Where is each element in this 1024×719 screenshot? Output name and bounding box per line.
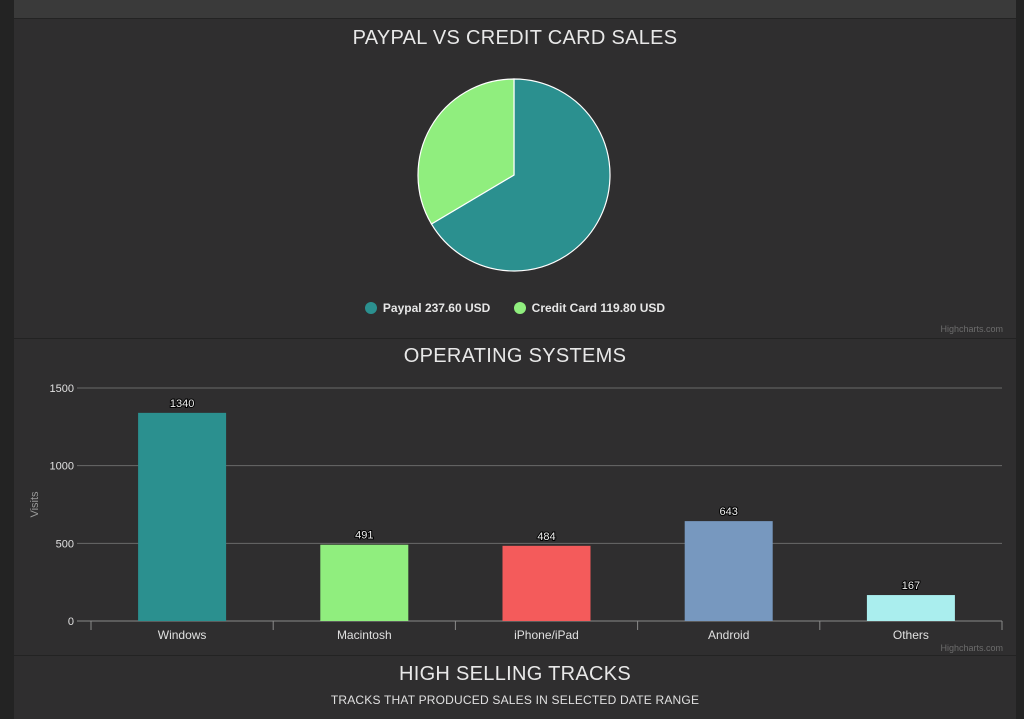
legend-dot-paypal [364,302,377,314]
bar-chart-title: OPERATING SYSTEMS [403,345,627,367]
y-axis-title: Visits [29,491,41,518]
x-tick-label-others: Others [893,628,929,642]
legend-item-paypal[interactable]: Paypal 237.60 USD [364,301,491,315]
y-tick-label: 1500 [50,383,74,395]
data-label-iphone-ipad: 484 [537,531,555,543]
pie-slice-credit-card[interactable] [417,78,515,225]
bar-others[interactable] [866,595,955,621]
bar-credits[interactable]: Highcharts.com [940,643,1003,653]
pie-slice-paypal[interactable] [430,78,611,272]
y-tick-label: 500 [56,538,74,550]
pie-credits[interactable]: Highcharts.com [940,324,1003,334]
data-label-others: 167 [902,580,920,592]
tracks-title: HIGH SELLING TRACKS [398,663,632,685]
tracks-panel: HIGH SELLING TRACKS TRACKS THAT PRODUCED… [14,656,1016,719]
x-tick-label-windows: Windows [158,628,207,642]
bar-iphone-ipad[interactable] [502,545,591,621]
pie-chart-panel: PAYPAL VS CREDIT CARD SALES Paypal 237.6… [14,19,1016,338]
x-tick-label-android: Android [708,628,749,642]
x-tick-label-macintosh: Macintosh [337,628,392,642]
data-label-android: 643 [720,506,738,518]
bar-chart-svg: 0 500 1000 1500 Visits 1340 Windows 491 Macintos… [29,383,1003,642]
pie-chart-title: PAYPAL VS CREDIT CARD SALES [352,27,678,49]
bar-android[interactable] [684,521,773,621]
legend-label-paypal: Paypal 237.60 USD [382,301,491,315]
pie-legend: Paypal 237.60 USD Credit Card 119.80 USD [14,301,1016,315]
pie-chart-svg [417,78,611,272]
y-tick-label: 0 [68,616,74,628]
bar-chart-panel: OPERATING SYSTEMS 0 500 1000 1500 Visits 1340… [14,339,1016,655]
bar-macintosh[interactable] [320,544,409,621]
x-tick-label-iphone-ipad: iPhone/iPad [514,628,579,642]
tracks-subtitle: TRACKS THAT PRODUCED SALES IN SELECTED D… [330,693,700,707]
y-tick-label: 1000 [50,461,74,473]
legend-item-credit-card[interactable]: Credit Card 119.80 USD [513,301,666,315]
bar-windows[interactable] [138,412,227,621]
data-label-windows: 1340 [170,398,194,410]
legend-label-credit-card: Credit Card 119.80 USD [531,301,666,315]
top-strip [14,0,1016,18]
data-label-macintosh: 491 [355,530,373,542]
legend-dot-credit-card [513,302,526,314]
